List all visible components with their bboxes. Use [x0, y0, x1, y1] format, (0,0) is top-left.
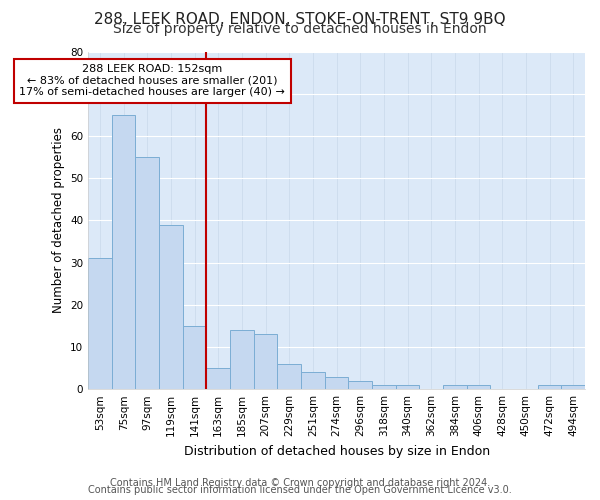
Bar: [443, 385, 467, 389]
Text: Contains HM Land Registry data © Crown copyright and database right 2024.: Contains HM Land Registry data © Crown c…: [110, 478, 490, 488]
Bar: [372, 385, 396, 389]
Bar: [254, 334, 277, 389]
Bar: [325, 376, 349, 389]
Bar: [136, 157, 159, 389]
Bar: [349, 380, 372, 389]
Text: 288 LEEK ROAD: 152sqm
← 83% of detached houses are smaller (201)
17% of semi-det: 288 LEEK ROAD: 152sqm ← 83% of detached …: [19, 64, 285, 98]
Bar: [396, 385, 419, 389]
Y-axis label: Number of detached properties: Number of detached properties: [52, 128, 65, 314]
Bar: [206, 368, 230, 389]
Bar: [538, 385, 562, 389]
Text: 288, LEEK ROAD, ENDON, STOKE-ON-TRENT, ST9 9BQ: 288, LEEK ROAD, ENDON, STOKE-ON-TRENT, S…: [94, 12, 506, 28]
Bar: [183, 326, 206, 389]
Bar: [301, 372, 325, 389]
X-axis label: Distribution of detached houses by size in Endon: Distribution of detached houses by size …: [184, 444, 490, 458]
Bar: [159, 224, 183, 389]
Text: Contains public sector information licensed under the Open Government Licence v3: Contains public sector information licen…: [88, 485, 512, 495]
Text: Size of property relative to detached houses in Endon: Size of property relative to detached ho…: [113, 22, 487, 36]
Bar: [467, 385, 490, 389]
Bar: [230, 330, 254, 389]
Bar: [562, 385, 585, 389]
Bar: [277, 364, 301, 389]
Bar: [88, 258, 112, 389]
Bar: [112, 115, 136, 389]
